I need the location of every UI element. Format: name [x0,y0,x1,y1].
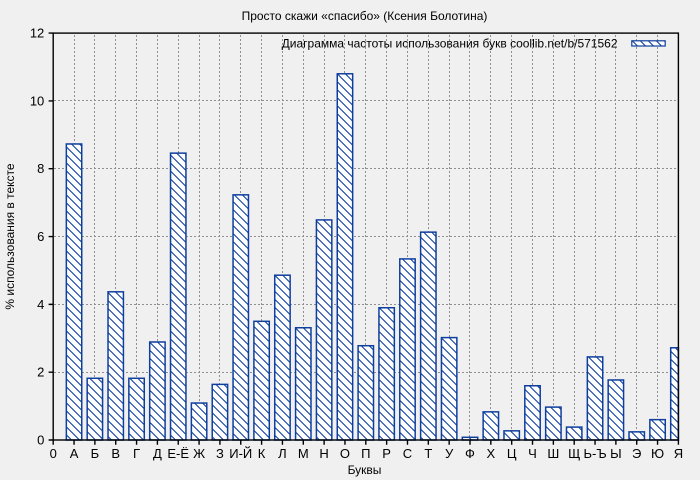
svg-text:2: 2 [37,365,44,380]
svg-text:Ф: Ф [465,446,475,461]
svg-text:Диаграмма частоты использовани: Диаграмма частоты использования букв coo… [282,37,618,51]
svg-text:М: М [298,446,309,461]
svg-text:У: У [445,446,454,461]
svg-text:Д: Д [153,446,162,461]
svg-text:А: А [70,446,79,461]
svg-text:% использования в тексте: % использования в тексте [3,163,17,309]
svg-text:Э: Э [632,446,641,461]
svg-text:4: 4 [37,297,44,312]
svg-text:Г: Г [133,446,140,461]
svg-text:10: 10 [30,93,44,108]
svg-text:О: О [340,446,350,461]
svg-text:В: В [111,446,120,461]
svg-text:Ш: Ш [547,446,559,461]
svg-text:Н: Н [319,446,328,461]
svg-text:Буквы: Буквы [348,463,382,477]
svg-text:6: 6 [37,229,44,244]
svg-text:Ю: Ю [651,446,664,461]
svg-text:0: 0 [37,432,44,447]
svg-text:З: З [216,446,224,461]
svg-text:0: 0 [50,446,57,461]
svg-text:Л: Л [278,446,287,461]
svg-text:Б: Б [91,446,100,461]
svg-text:Ж: Ж [193,446,205,461]
svg-text:К: К [258,446,266,461]
svg-text:Х: Х [487,446,496,461]
svg-text:Щ: Щ [568,446,580,461]
svg-text:12: 12 [30,26,44,41]
svg-text:П: П [361,446,370,461]
svg-text:Ц: Ц [507,446,517,461]
svg-text:И-Й: И-Й [229,446,252,461]
svg-text:Т: Т [424,446,432,461]
svg-text:Ч: Ч [528,446,537,461]
svg-text:8: 8 [37,161,44,176]
svg-text:С: С [403,446,412,461]
svg-text:Ь-Ъ: Ь-Ъ [583,446,606,461]
svg-text:Е-Ё: Е-Ё [167,446,189,461]
svg-text:Просто скажи «спасибо» (Ксения: Просто скажи «спасибо» (Ксения Болотина) [242,9,488,23]
svg-text:Р: Р [382,446,391,461]
svg-text:Ы: Ы [610,446,622,461]
svg-text:Я: Я [674,446,683,461]
